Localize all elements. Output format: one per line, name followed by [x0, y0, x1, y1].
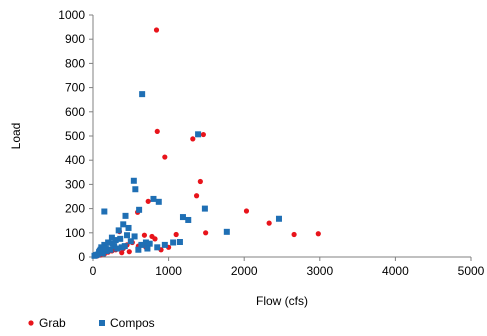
data-point-compos — [142, 239, 149, 246]
data-point-compos — [101, 241, 108, 248]
data-point-compos — [132, 186, 139, 193]
y-tick-label: 800 — [65, 56, 85, 70]
data-point-compos — [125, 224, 132, 231]
data-point-compos — [176, 238, 183, 245]
y-tick-label: 700 — [65, 81, 85, 95]
y-axis-title: Load — [9, 123, 23, 150]
data-point-compos — [131, 233, 138, 240]
x-tick-label: 3000 — [306, 264, 333, 278]
data-point-compos — [201, 205, 208, 212]
y-tick-label: 100 — [65, 226, 85, 240]
data-point-compos — [144, 245, 151, 252]
legend-marker-compos — [99, 320, 105, 326]
data-point-compos — [139, 91, 146, 98]
legend-marker-grab — [28, 320, 34, 326]
data-point-grab — [190, 136, 196, 142]
data-points — [91, 27, 321, 259]
data-point-compos — [105, 239, 112, 246]
data-point-compos — [195, 131, 202, 138]
data-point-grab — [119, 250, 125, 256]
data-point-compos — [150, 195, 157, 202]
data-point-compos — [130, 177, 137, 184]
x-tick-label: 2000 — [231, 264, 258, 278]
y-tick-label: 200 — [65, 202, 85, 216]
y-tick-label: 400 — [65, 153, 85, 167]
x-ticks: 0 1000 2000 3000 4000 5000 — [90, 257, 485, 278]
data-point-compos — [91, 252, 98, 259]
data-point-compos — [120, 221, 127, 228]
data-point-compos — [155, 198, 162, 205]
data-point-compos — [179, 214, 186, 221]
data-point-grab — [200, 131, 206, 138]
data-point-grab — [162, 154, 168, 160]
data-point-compos — [102, 245, 109, 252]
data-point-grab — [141, 232, 148, 238]
data-point-grab — [197, 178, 203, 185]
data-point-compos — [223, 228, 230, 235]
y-tick-label: 900 — [65, 32, 85, 46]
data-point-compos — [124, 232, 131, 239]
data-point-grab — [154, 128, 160, 135]
x-tick-label: 1000 — [155, 264, 182, 278]
data-point-compos — [275, 215, 282, 222]
data-point-grab — [126, 249, 132, 255]
x-axis-title: Flow (cfs) — [256, 294, 308, 308]
data-point-compos — [135, 246, 142, 253]
y-tick-label: 1000 — [58, 8, 85, 22]
data-point-compos — [109, 240, 116, 247]
data-point-compos — [185, 216, 192, 223]
y-tick-label: 0 — [78, 250, 85, 264]
data-point-compos — [108, 234, 115, 241]
data-point-compos — [127, 238, 134, 245]
data-point-grab — [243, 208, 250, 214]
data-point-compos — [121, 243, 128, 250]
data-point-compos — [115, 227, 122, 234]
data-point-compos — [101, 208, 108, 215]
data-point-grab — [193, 193, 200, 199]
x-tick-label: 0 — [90, 264, 97, 278]
y-ticks: 0 100 200 300 400 500 600 700 800 900 1000 — [58, 8, 93, 264]
y-tick-label: 600 — [65, 105, 85, 119]
data-point-compos — [114, 245, 121, 252]
data-point-grab — [152, 236, 158, 242]
data-point-grab — [153, 27, 160, 33]
data-point-compos — [98, 244, 105, 251]
data-point-compos — [112, 237, 119, 244]
data-point-grab — [315, 231, 321, 237]
data-point-grab — [203, 230, 209, 236]
y-tick-label: 300 — [65, 177, 85, 191]
data-point-compos — [122, 212, 129, 219]
axes: 0 1000 2000 3000 4000 5000 0 100 200 300 400 500 60… — [58, 8, 484, 278]
x-tick-label: 5000 — [458, 264, 485, 278]
data-point-grab — [173, 231, 179, 238]
legend-label: Compos — [110, 316, 155, 330]
data-point-compos — [117, 235, 124, 242]
data-point-compos — [96, 247, 103, 254]
data-point-compos — [146, 240, 153, 247]
data-point-compos — [154, 244, 161, 251]
legend-item-compos: Compos — [99, 316, 155, 330]
data-point-compos — [136, 206, 143, 213]
legend: Grab Compos — [28, 316, 155, 330]
data-point-grab — [266, 220, 272, 226]
series-grab — [94, 27, 321, 259]
legend-label: Grab — [39, 316, 66, 330]
data-point-compos — [161, 241, 168, 248]
data-point-compos — [138, 241, 145, 248]
data-point-compos — [107, 246, 114, 253]
y-tick-label: 500 — [65, 129, 85, 143]
data-point-compos — [170, 239, 177, 246]
data-point-compos — [99, 250, 106, 257]
x-tick-label: 4000 — [382, 264, 409, 278]
data-point-grab — [291, 231, 297, 238]
data-point-compos — [118, 244, 125, 251]
legend-item-grab: Grab — [28, 316, 66, 330]
series-compos — [91, 91, 282, 259]
data-point-grab — [145, 198, 151, 204]
